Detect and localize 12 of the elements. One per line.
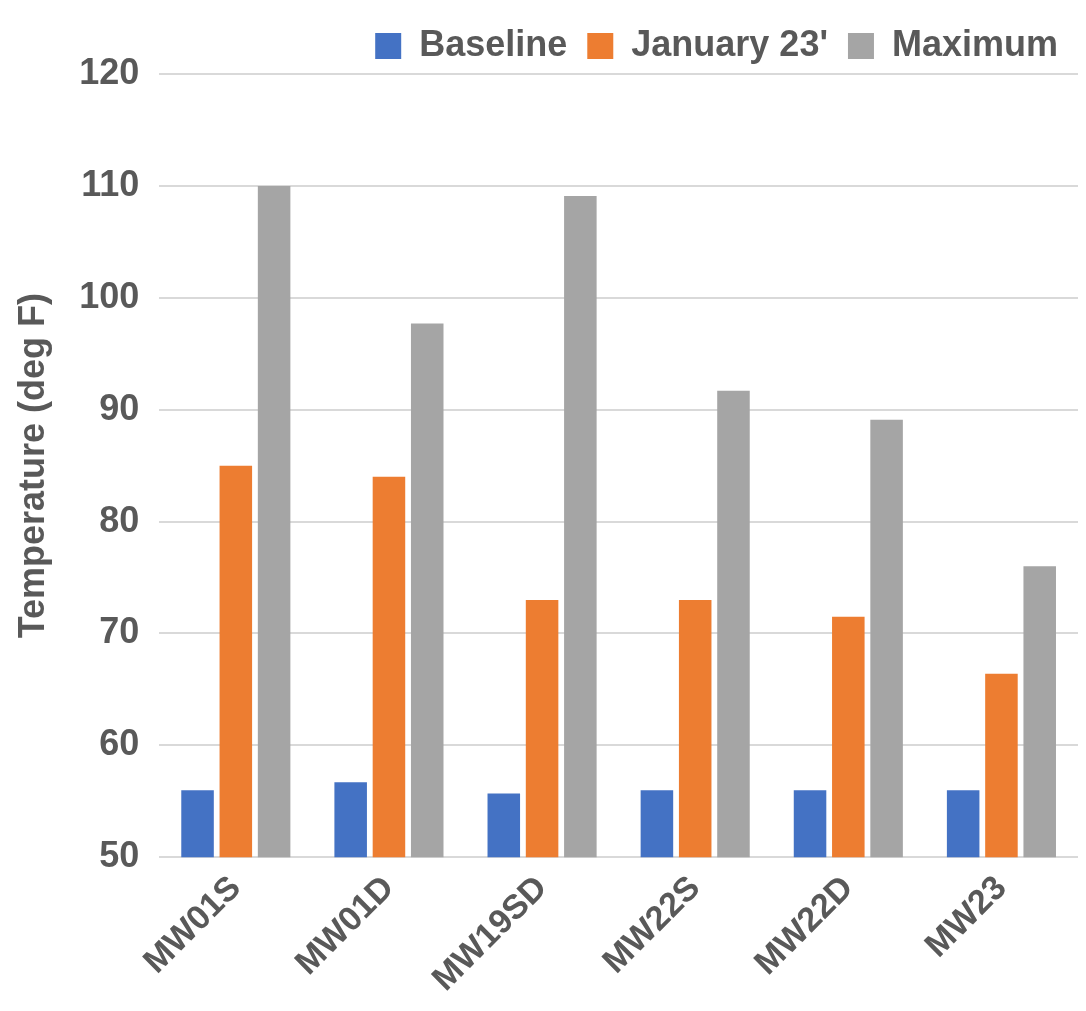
y-tick-label: 110: [81, 162, 140, 204]
legend-label: Baseline: [419, 22, 568, 64]
y-tick-label: 90: [99, 386, 140, 428]
y-tick-label: 50: [99, 834, 140, 876]
y-tick-label: 70: [99, 610, 140, 652]
legend-label: Maximum: [891, 22, 1058, 64]
y-tick-label: 120: [79, 50, 140, 92]
y-axis-title: Temperature (deg F): [10, 292, 52, 639]
y-tick-label: 80: [99, 498, 140, 540]
y-tick-label: 60: [99, 722, 140, 764]
y-tick-label: 100: [79, 274, 140, 316]
legend-label: January 23': [631, 22, 828, 64]
